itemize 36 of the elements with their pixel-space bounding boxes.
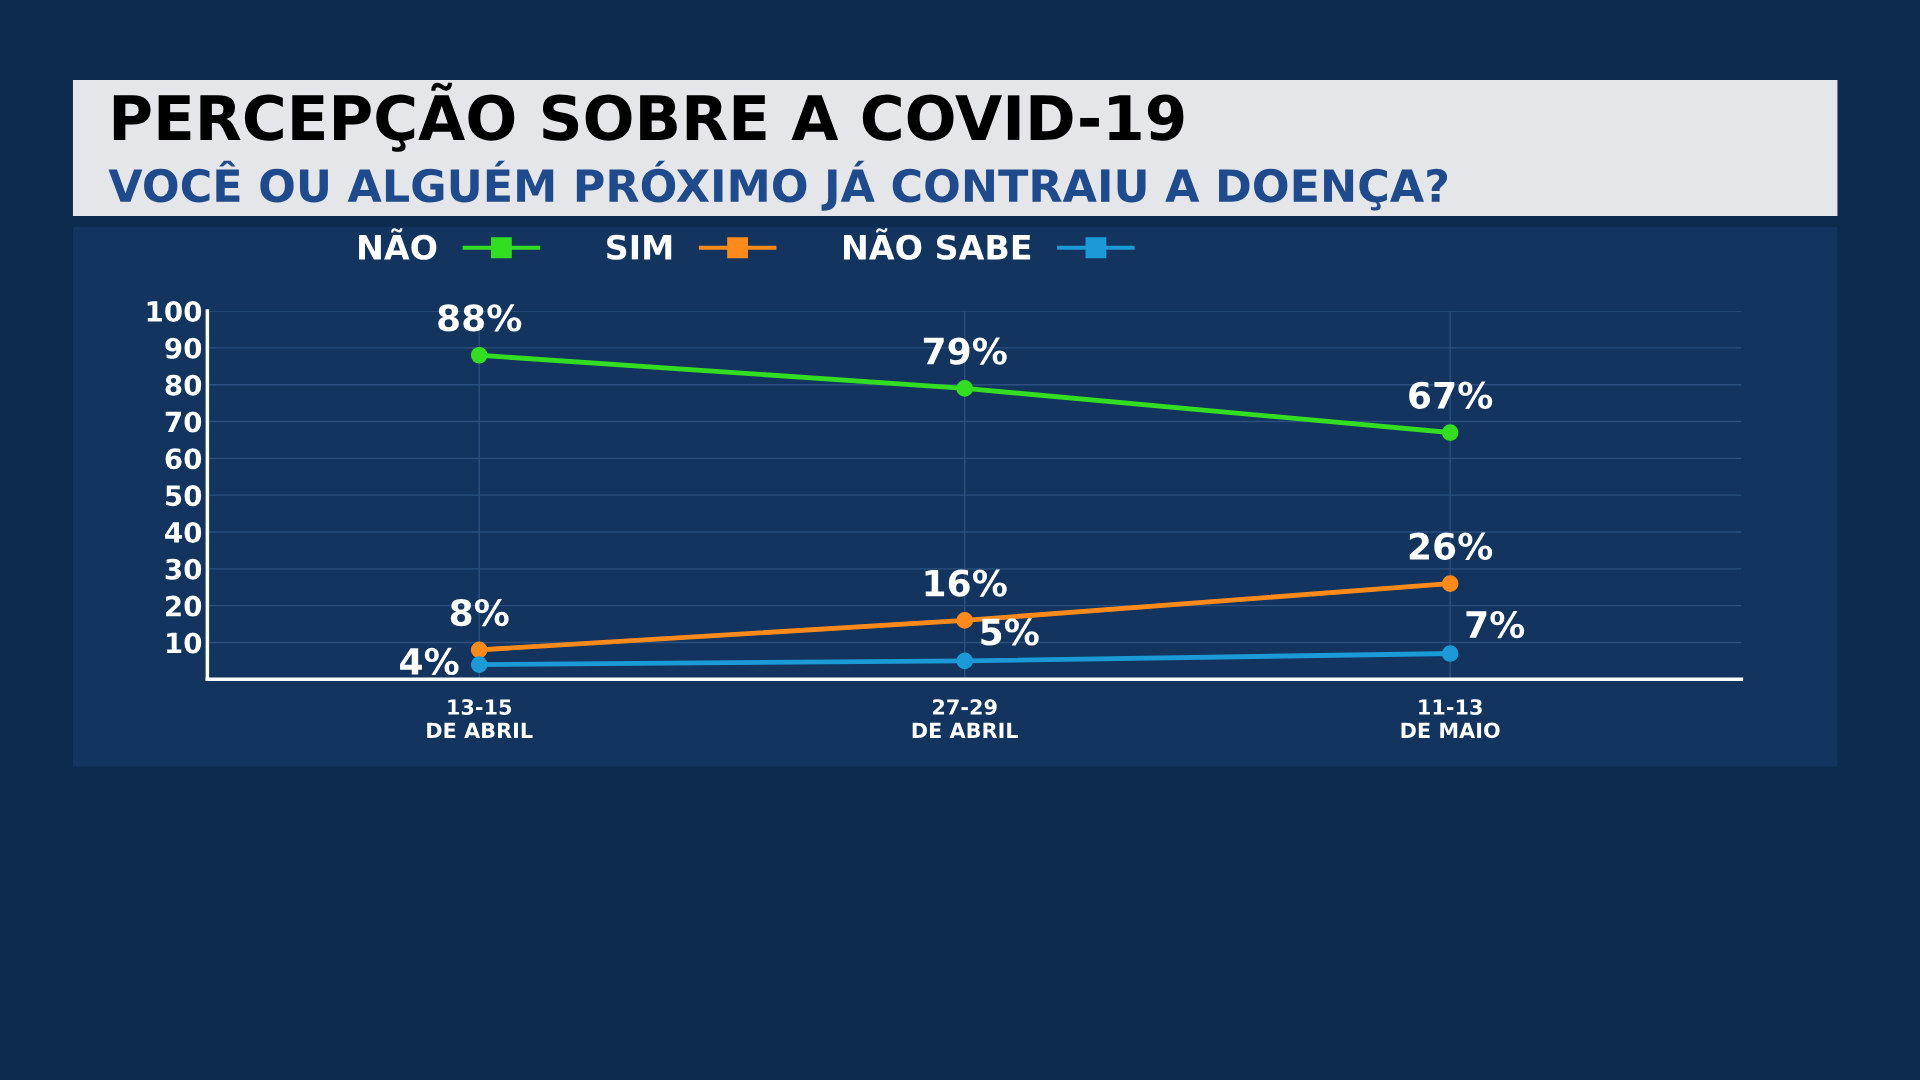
data-label: 5% <box>981 618 1039 646</box>
y-tick-label: 50 <box>165 485 202 507</box>
y-tick-label: 30 <box>165 558 202 580</box>
data-label: 16% <box>925 569 1007 597</box>
point <box>956 380 974 397</box>
x-tick-label: 11-13 DE MAIO <box>1401 699 1500 739</box>
point <box>470 641 488 659</box>
y-tick-label: 60 <box>165 448 202 470</box>
legend-label: NÃO <box>359 228 437 260</box>
point <box>956 652 974 670</box>
x-tick-label: 27-29 DE ABRIL <box>912 699 1019 738</box>
data-label: 79% <box>923 337 1007 365</box>
y-tick-label: 20 <box>166 595 202 617</box>
data-label: 26% <box>1409 532 1493 560</box>
y-tick-label: 10 <box>166 632 202 654</box>
y-tick-label: 40 <box>165 521 202 543</box>
point <box>1441 575 1459 592</box>
y-tick-label: 70 <box>165 411 202 433</box>
data-label: 4% <box>400 647 459 676</box>
chart-subtitle: VOCÊ OU ALGUÉM PRÓXIMO JÁ CONTRAIU A DOENÇA? <box>108 160 1448 211</box>
chart-title: PERCEPÇÃO SOBRE A COVID-19 <box>113 82 1184 152</box>
data-label: 8% <box>450 598 509 627</box>
legend-label: SIM <box>607 234 672 260</box>
data-label: 67% <box>1409 381 1493 409</box>
data-label: 7% <box>1466 610 1525 639</box>
y-tick-label: 90 <box>165 337 202 359</box>
point <box>956 612 974 629</box>
x-tick-label: 13-15 DE ABRIL <box>427 699 533 738</box>
point <box>1441 424 1459 441</box>
y-tick-label: 100 <box>147 300 202 322</box>
point <box>470 346 488 364</box>
point <box>1441 645 1459 662</box>
y-tick-label: 80 <box>165 374 202 396</box>
point <box>470 656 488 673</box>
data-label: 88% <box>438 304 522 332</box>
legend-label: NÃO SABE <box>844 228 1031 260</box>
